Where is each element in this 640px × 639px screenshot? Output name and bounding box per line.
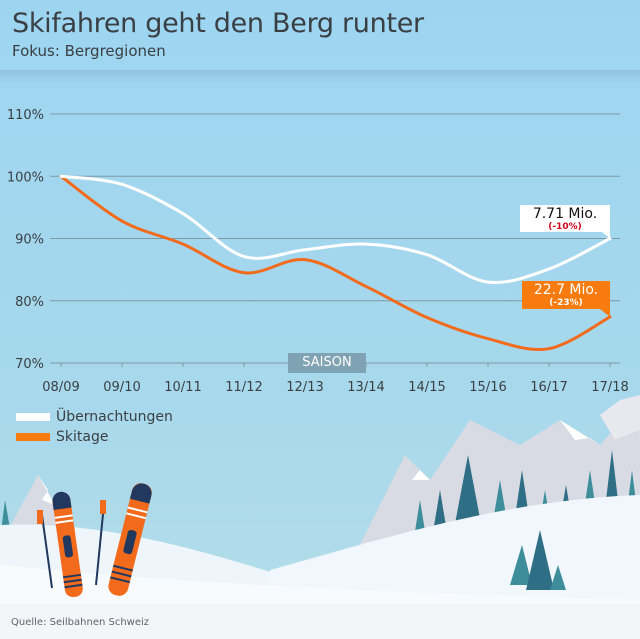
x-tick-label: 08/09 [42,380,79,395]
series-line-uebernachtungen [59,174,612,284]
source-note: Quelle: Seilbahnen Schweiz [11,617,150,628]
y-tick-label: 90% [15,233,44,248]
annotation-pointer [602,232,610,239]
annotation-pointer [600,309,610,317]
legend-swatch-uebernachtungen [16,413,50,421]
x-tick-label: 13/14 [347,380,384,395]
legend-item-uebernachtungen: Übernachtungen [16,407,173,427]
x-tick-label: 09/10 [103,380,140,395]
x-tick-label: 15/16 [469,380,506,395]
x-tick-label: 11/12 [225,380,262,395]
legend-swatch-skitage [16,433,50,441]
page-subtitle: Fokus: Bergregionen [12,42,166,60]
legend: Übernachtungen Skitage [16,407,173,447]
footer [0,604,640,639]
page-title: Skifahren geht den Berg runter [12,8,424,39]
series-line-skitage [59,174,612,352]
y-tick-label: 100% [7,170,44,185]
header-divider [0,70,640,84]
trees-foreground [510,530,566,590]
x-tick-label: 17/18 [591,380,628,395]
x-tick-label: 16/17 [530,380,567,395]
x-tick-label: 14/15 [408,380,445,395]
annotation-uebernachtungen: 7.71 Mio. (-10%) [520,205,610,232]
x-tick-label: 10/11 [164,380,201,395]
x-tick-label: 12/13 [286,380,323,395]
legend-item-skitage: Skitage [16,427,173,447]
skis-and-poles [37,483,152,598]
annotation-skitage-change: (-23%) [549,298,583,308]
annotation-skitage: 22.7 Mio. (-23%) [522,281,610,309]
x-axis-label: SAISON [288,353,366,373]
y-tick-label: 70% [15,357,44,372]
legend-label-uebernachtungen: Übernachtungen [56,409,173,425]
annotation-skitage-value: 22.7 Mio. [533,282,599,298]
annotation-uebernachtungen-value: 7.71 Mio. [532,206,598,222]
legend-label-skitage: Skitage [56,429,109,445]
y-tick-label: 80% [15,295,44,310]
annotation-uebernachtungen-change: (-10%) [548,222,582,232]
y-tick-label: 110% [7,108,44,123]
